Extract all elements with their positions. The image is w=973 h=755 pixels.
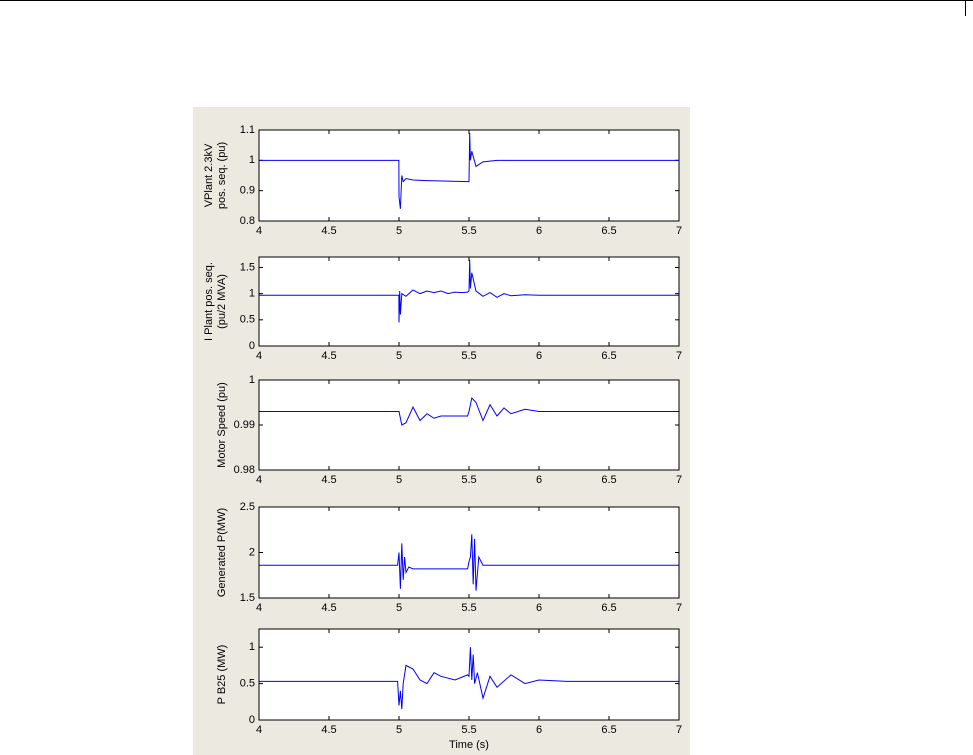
x-tick-label: 6 <box>536 474 542 486</box>
x-tick-label: 4 <box>256 350 262 362</box>
y-axis-label: Motor Speed (pu) <box>216 382 228 468</box>
y-tick-label: 1.5 <box>240 592 255 604</box>
x-tick-label: 5 <box>396 350 402 362</box>
x-tick-label: 7 <box>676 474 682 486</box>
x-tick-label: 5 <box>396 474 402 486</box>
data-line <box>259 259 679 323</box>
x-tick-label: 6.5 <box>601 602 616 614</box>
y-axis-label: Generated P(MW) <box>216 508 228 597</box>
x-tick-label: 5.5 <box>461 225 476 237</box>
data-line <box>259 647 679 710</box>
y-axis-label: P B25 (MW) <box>216 645 228 705</box>
x-tick-label: 4.5 <box>321 602 336 614</box>
x-tick-label: 7 <box>676 602 682 614</box>
x-tick-label: 4 <box>256 724 262 736</box>
x-tick-label: 4.5 <box>321 724 336 736</box>
x-tick-label: 5.5 <box>461 602 476 614</box>
y-tick-label: 0.98 <box>234 464 255 476</box>
x-tick-label: 4.5 <box>321 350 336 362</box>
y-tick-label: 0.9 <box>240 185 255 197</box>
x-tick-label: 5.5 <box>461 724 476 736</box>
y-tick-label: 0 <box>249 714 255 726</box>
y-axis-label: I Plant pos. seq. <box>203 262 215 341</box>
x-tick-label: 6.5 <box>601 350 616 362</box>
x-tick-label: 6 <box>536 350 542 362</box>
axes-box <box>258 628 680 721</box>
y-tick-label: 1 <box>249 374 255 386</box>
y-tick-label: 1 <box>249 288 255 300</box>
plot-area <box>259 380 679 470</box>
y-tick-label: 1.5 <box>240 261 255 273</box>
data-line <box>259 133 679 209</box>
x-tick-label: 6.5 <box>601 474 616 486</box>
y-tick-label: 1 <box>249 154 255 166</box>
y-tick-label: 2 <box>249 546 255 558</box>
x-tick-label: 4.5 <box>321 474 336 486</box>
x-tick-label: 7 <box>676 225 682 237</box>
y-axis-label: VPlant 2.3kV <box>203 143 215 207</box>
x-tick-label: 5.5 <box>461 474 476 486</box>
x-tick-label: 6.5 <box>601 724 616 736</box>
y-tick-label: 0.5 <box>240 314 255 326</box>
data-line <box>259 396 679 426</box>
data-line <box>259 534 679 591</box>
axes-box <box>258 379 680 471</box>
y-tick-label: 0.99 <box>234 419 255 431</box>
x-tick-label: 6 <box>536 724 542 736</box>
x-tick-label: 5.5 <box>461 350 476 362</box>
x-tick-label: 5 <box>396 602 402 614</box>
y-tick-label: 0 <box>249 340 255 352</box>
y-tick-label: 0.8 <box>240 215 255 227</box>
x-tick-label: 6 <box>536 225 542 237</box>
y-tick-label: 1.1 <box>240 124 255 136</box>
y-tick-label: 1 <box>249 641 255 653</box>
axes-box <box>258 129 680 222</box>
y-axis-label: (pu/2 MVA) <box>216 274 228 329</box>
x-tick-label: 4 <box>256 474 262 486</box>
y-axis-label: pos. seq. (pu) <box>216 142 228 209</box>
y-tick-label: 2.5 <box>240 501 255 513</box>
x-tick-label: 4 <box>256 602 262 614</box>
x-tick-label: 6 <box>536 602 542 614</box>
x-tick-label: 4.5 <box>321 225 336 237</box>
y-tick-label: 0.5 <box>240 678 255 690</box>
x-tick-label: 4 <box>256 225 262 237</box>
axes-box <box>258 506 680 599</box>
x-axis-label: Time (s) <box>449 739 489 751</box>
x-tick-label: 7 <box>676 724 682 736</box>
axes-box <box>258 256 680 347</box>
x-tick-label: 5 <box>396 724 402 736</box>
x-tick-label: 5 <box>396 225 402 237</box>
x-tick-label: 6.5 <box>601 225 616 237</box>
plot-area <box>259 507 679 598</box>
x-tick-label: 7 <box>676 350 682 362</box>
